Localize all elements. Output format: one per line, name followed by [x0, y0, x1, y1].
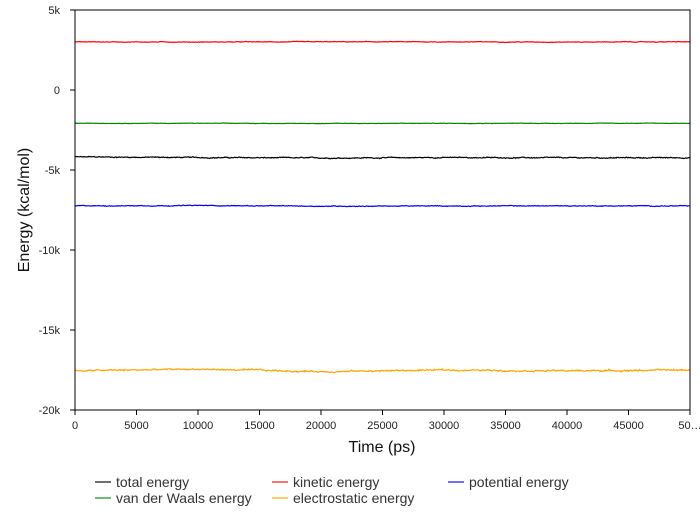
plot-area: [75, 10, 690, 410]
x-tick-label: 45000: [613, 420, 644, 432]
axes-layer: 5k 0 -5k -10k -15k -20k 0 5000 10000 15000 20000 25…: [39, 5, 700, 432]
x-tick-label: 30000: [429, 420, 460, 432]
x-tick-label: 40000: [552, 420, 583, 432]
series-line-kinetic-energy: [74, 40, 691, 44]
series-line-van-der-Waals-energy: [74, 122, 691, 125]
y-tick-label: -20k: [39, 405, 61, 417]
legend-label: van der Waals energy: [116, 490, 252, 506]
x-tick-label: 5000: [124, 420, 148, 432]
y-tick-label: -15k: [39, 325, 61, 337]
legend-label: kinetic energy: [293, 474, 379, 490]
x-tick-label: 35000: [490, 420, 521, 432]
x-axis-title: Time (ps): [349, 439, 416, 456]
legend-item-electrostatic-energy: electrostatic energy: [272, 490, 414, 506]
series-line-total-energy: [74, 155, 691, 160]
y-axis-title: Energy (kcal/mol): [16, 148, 33, 272]
legend-item-van-der-Waals-energy: van der Waals energy: [95, 490, 252, 506]
y-tick-label: -10k: [39, 245, 61, 257]
x-tick-label: 0: [72, 420, 78, 432]
x-tick-label: 50…: [678, 420, 700, 432]
x-tick-label: 10000: [183, 420, 214, 432]
legend: total energy kinetic energy potential ener…: [95, 474, 569, 506]
series-layer: [74, 40, 691, 374]
legend-item-potential-energy: potential energy: [448, 474, 569, 490]
y-tick-label: -5k: [45, 165, 61, 177]
y-tick-label: 0: [54, 85, 60, 97]
series-line-potential-energy: [74, 204, 691, 208]
legend-label: electrostatic energy: [293, 490, 414, 506]
x-tick-label: 15000: [244, 420, 275, 432]
legend-label: total energy: [116, 474, 189, 490]
legend-item-kinetic-energy: kinetic energy: [272, 474, 379, 490]
legend-label: potential energy: [469, 474, 569, 490]
series-line-electrostatic-energy: [74, 367, 691, 374]
x-tick-label: 25000: [367, 420, 398, 432]
plot-background: [75, 10, 690, 410]
y-tick-label: 5k: [48, 5, 60, 17]
legend-item-total-energy: total energy: [95, 474, 189, 490]
x-tick-label: 20000: [306, 420, 337, 432]
